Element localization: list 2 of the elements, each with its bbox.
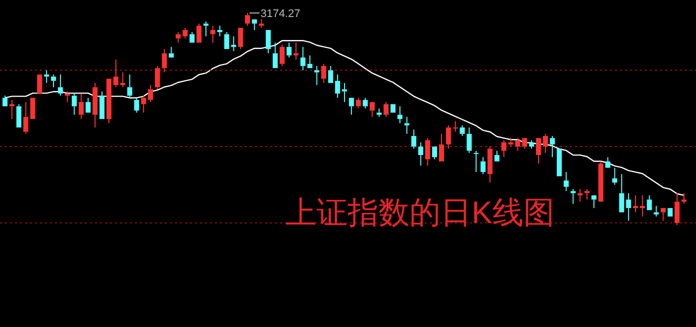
annotation: 3174.27 xyxy=(260,8,300,20)
text: 上证指数的日K线图 xyxy=(286,195,554,230)
